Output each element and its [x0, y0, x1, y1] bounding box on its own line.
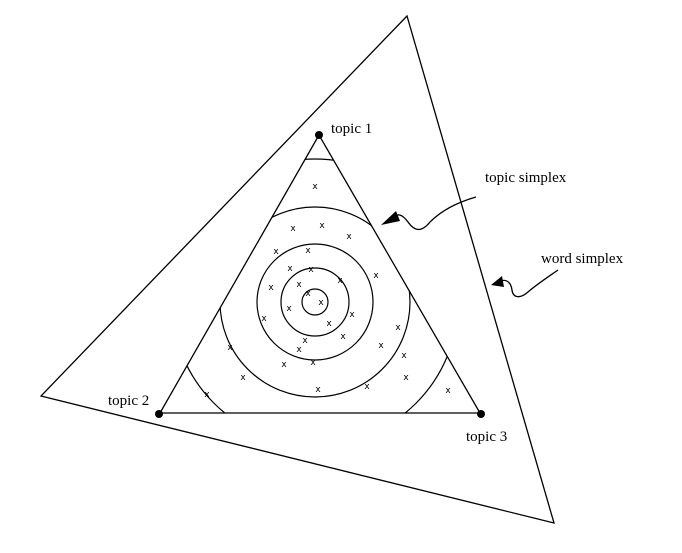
- sample-marker: x: [401, 351, 407, 361]
- sample-marker: x: [337, 276, 343, 286]
- sample-marker: x: [287, 264, 293, 274]
- word-simplex-arrow: [491, 269, 559, 298]
- sample-marker: x: [319, 221, 325, 231]
- sample-marker: x: [318, 298, 324, 308]
- topic-simplex-arrow: [381, 196, 477, 231]
- topic-1-vertex: [315, 131, 323, 139]
- sample-marker: x: [349, 310, 355, 320]
- sample-marker: x: [240, 373, 246, 383]
- sample-marker: x: [378, 341, 384, 351]
- sample-marker: x: [261, 314, 267, 324]
- contour-ring-2: [280, 267, 350, 337]
- sample-marker: x: [290, 224, 296, 234]
- sample-marker: x: [346, 232, 352, 242]
- topic-simplex-triangle: [158, 133, 482, 414]
- sample-marker: x: [273, 247, 279, 257]
- sample-marker: x: [340, 332, 346, 342]
- sample-marker: x: [312, 182, 318, 192]
- sample-marker: x: [364, 382, 370, 392]
- sample-marker: x: [227, 343, 233, 353]
- sample-marker: x: [305, 289, 311, 299]
- topic-simplex-label: topic simplex: [485, 170, 567, 186]
- word-simplex-label: word simplex: [541, 251, 624, 267]
- sample-marker: x: [204, 390, 210, 400]
- sample-marker: x: [305, 246, 311, 256]
- sample-marker: x: [281, 360, 287, 370]
- contour-ring-1: [301, 288, 329, 316]
- sample-marker: x: [268, 283, 274, 293]
- topic-1-label: topic 1: [331, 121, 372, 137]
- contour-ring-4: [219, 206, 411, 398]
- sample-marker: x: [302, 336, 308, 346]
- sample-marker: x: [445, 386, 451, 396]
- topic-3-vertex: [477, 410, 485, 418]
- sample-marker: x: [326, 319, 332, 329]
- topic-2-vertex: [155, 410, 163, 418]
- sample-marker: x: [286, 304, 292, 314]
- sample-marker: x: [403, 373, 409, 383]
- sample-marker: x: [315, 385, 321, 395]
- sample-marker: x: [373, 271, 379, 281]
- contour-ring-3: [256, 243, 374, 361]
- sample-marker: x: [296, 280, 302, 290]
- topic-2-label: topic 2: [108, 393, 149, 409]
- word-simplex-triangle: [39, 14, 555, 524]
- sample-marker: x: [310, 358, 316, 368]
- sample-marker: x: [308, 265, 314, 275]
- sample-marker: x: [395, 323, 401, 333]
- topic-3-label: topic 3: [466, 429, 507, 445]
- sample-marker: x: [296, 345, 302, 355]
